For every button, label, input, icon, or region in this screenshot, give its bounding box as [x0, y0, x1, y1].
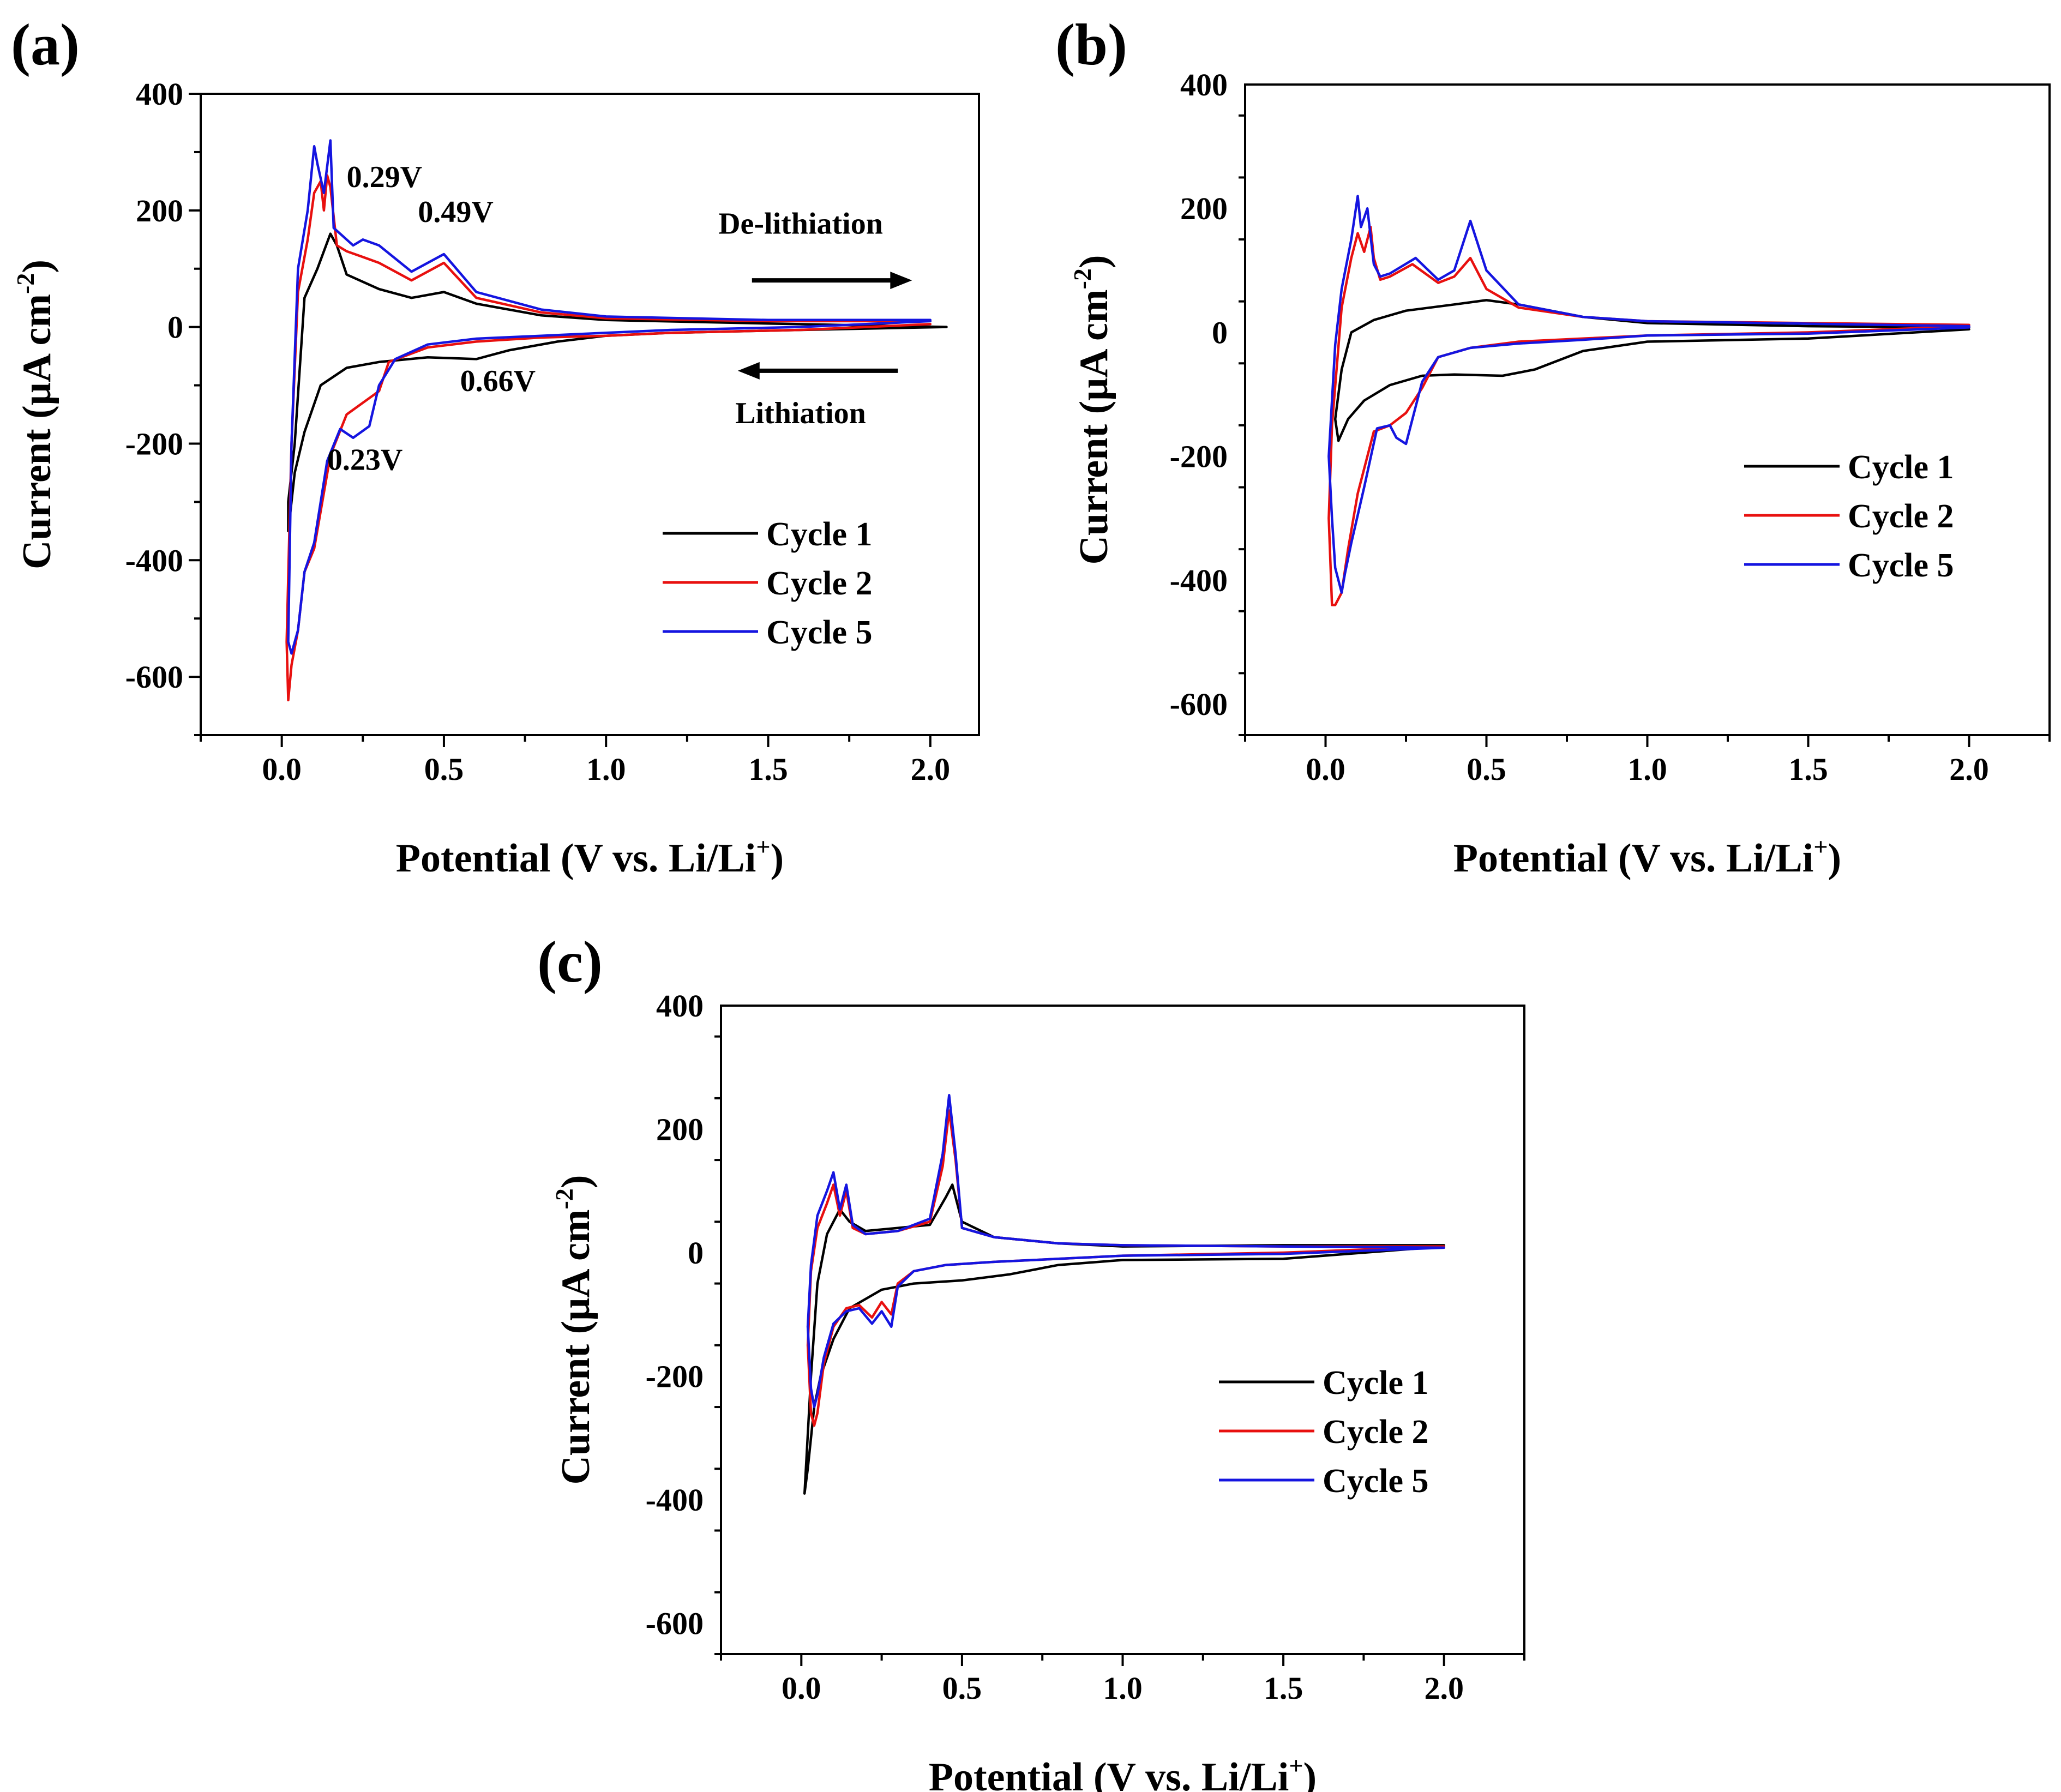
plot-frame: [720, 1005, 1525, 1655]
annotation-label: De-lithiation: [718, 207, 883, 241]
x-axis-title-text: Potential (V vs. Li/Li: [396, 836, 756, 881]
chart-panel-1: (b) 0.0 0.5 1.0 1.5 2.0 400 200 0 -200 -400 -600 Pot…: [1055, 13, 2051, 881]
y-axis-title-sup: -2: [11, 273, 39, 294]
x-tick-label: 1.5: [1788, 751, 1828, 787]
x-axis-title-sup: +: [1813, 833, 1828, 861]
y-axis-title-sup: -2: [1068, 268, 1096, 289]
x-tick-label: 1.0: [1627, 751, 1667, 787]
x-tick-label: 1.0: [586, 751, 626, 787]
legend-label: Cycle 5: [1323, 1463, 1429, 1500]
x-tick-label: 2.0: [1949, 751, 1989, 787]
legend-label: Cycle 1: [766, 516, 873, 553]
x-axis-title: Potential (V vs. Li/Li+): [929, 1752, 1317, 1792]
y-tick-label: -200: [1170, 439, 1228, 474]
plot-frame: [1244, 83, 2051, 736]
y-axis-title: Current (μA cm-2): [1068, 255, 1116, 564]
y-axis-title-end: ): [1072, 255, 1116, 268]
y-tick-label: 200: [136, 193, 183, 228]
plot-frame: [200, 93, 980, 736]
y-axis-title: Current (μA cm-2): [11, 260, 59, 569]
x-tick-label: 2.0: [1424, 1670, 1464, 1706]
series-line-cycle-1: [287, 232, 948, 533]
annotation-label: Lithiation: [735, 396, 866, 430]
y-tick-label: 0: [167, 310, 183, 345]
x-axis-title-end: ): [1828, 836, 1842, 881]
series-line-cycle-5: [1327, 195, 1970, 594]
y-tick-label: -400: [125, 543, 183, 578]
legend-label: Cycle 5: [766, 614, 873, 651]
arrow-left-icon: [737, 362, 760, 380]
chart-panel-0: (a) 0.0 0.5 1.0 1.5 2.0 400 200 0 -200 -400 -600 Pot…: [11, 13, 980, 881]
y-tick-label: -400: [646, 1482, 704, 1518]
y-tick-label: 0: [688, 1235, 704, 1271]
x-tick-label: 0.5: [942, 1670, 982, 1706]
x-axis-title-text: Potential (V vs. Li/Li: [929, 1755, 1289, 1792]
chart-panel-2: (c) 0.0 0.5 1.0 1.5 2.0 400 200 0 -200 -400 -600 Pot…: [537, 930, 1525, 1792]
y-axis-title-text: Current (μA cm: [554, 1209, 598, 1484]
legend-label: Cycle 2: [766, 565, 873, 602]
y-axis-title-text: Current (μA cm: [15, 294, 59, 569]
y-axis-title-sup: -2: [550, 1188, 578, 1209]
x-tick-label: 0.0: [262, 751, 302, 787]
y-axis-title-end: ): [554, 1175, 598, 1188]
x-axis-title: Potential (V vs. Li/Li+): [1453, 833, 1841, 881]
y-axis-title-text: Current (μA cm: [1072, 289, 1116, 564]
legend-label: Cycle 2: [1848, 498, 1954, 535]
y-tick-label: -400: [1170, 563, 1228, 598]
annotation-label: 0.66V: [460, 364, 536, 398]
legend-label: Cycle 1: [1848, 449, 1954, 486]
series-line-cycle-5: [806, 1093, 1445, 1409]
x-tick-label: 0.0: [782, 1670, 821, 1706]
x-tick-label: 0.0: [1306, 751, 1345, 787]
x-axis-title-sup: +: [756, 833, 770, 861]
panel-label: (c): [537, 930, 603, 995]
x-tick-label: 0.5: [1467, 751, 1506, 787]
annotation-label: 0.23V: [327, 443, 402, 477]
y-tick-label: -600: [125, 659, 183, 695]
y-tick-label: 400: [1180, 67, 1228, 103]
panel-label: (a): [11, 13, 80, 77]
y-tick-label: 0: [1212, 315, 1228, 350]
x-axis-title-sup: +: [1289, 1752, 1303, 1779]
y-tick-label: -200: [646, 1358, 704, 1394]
x-tick-label: 0.5: [424, 751, 464, 787]
x-axis-title-end: ): [1303, 1755, 1317, 1792]
panel-label: (b): [1055, 13, 1127, 77]
x-tick-label: 1.5: [1264, 1670, 1303, 1706]
y-tick-label: -200: [125, 426, 183, 461]
y-tick-label: 200: [656, 1111, 704, 1147]
x-axis-title: Potential (V vs. Li/Li+): [396, 833, 784, 881]
y-tick-label: 400: [656, 988, 704, 1024]
series-line-cycle-5: [287, 139, 932, 655]
annotation-label: 0.29V: [347, 160, 422, 194]
x-tick-label: 1.0: [1103, 1670, 1143, 1706]
y-tick-label: 400: [136, 76, 183, 112]
y-tick-label: 200: [1180, 191, 1228, 226]
x-axis-title-end: ): [771, 836, 784, 881]
legend-label: Cycle 1: [1323, 1364, 1429, 1402]
x-axis-title-text: Potential (V vs. Li/Li: [1453, 836, 1814, 881]
arrow-right-icon: [890, 272, 912, 290]
y-axis-title: Current (μA cm-2): [550, 1175, 598, 1484]
y-tick-label: -600: [646, 1605, 704, 1641]
legend-label: Cycle 5: [1848, 547, 1954, 584]
y-tick-label: -600: [1170, 687, 1228, 722]
y-axis-title-end: ): [15, 260, 59, 273]
annotation-label: 0.49V: [418, 195, 493, 229]
x-tick-label: 1.5: [748, 751, 788, 787]
legend-label: Cycle 2: [1323, 1414, 1429, 1451]
x-tick-label: 2.0: [911, 751, 951, 787]
